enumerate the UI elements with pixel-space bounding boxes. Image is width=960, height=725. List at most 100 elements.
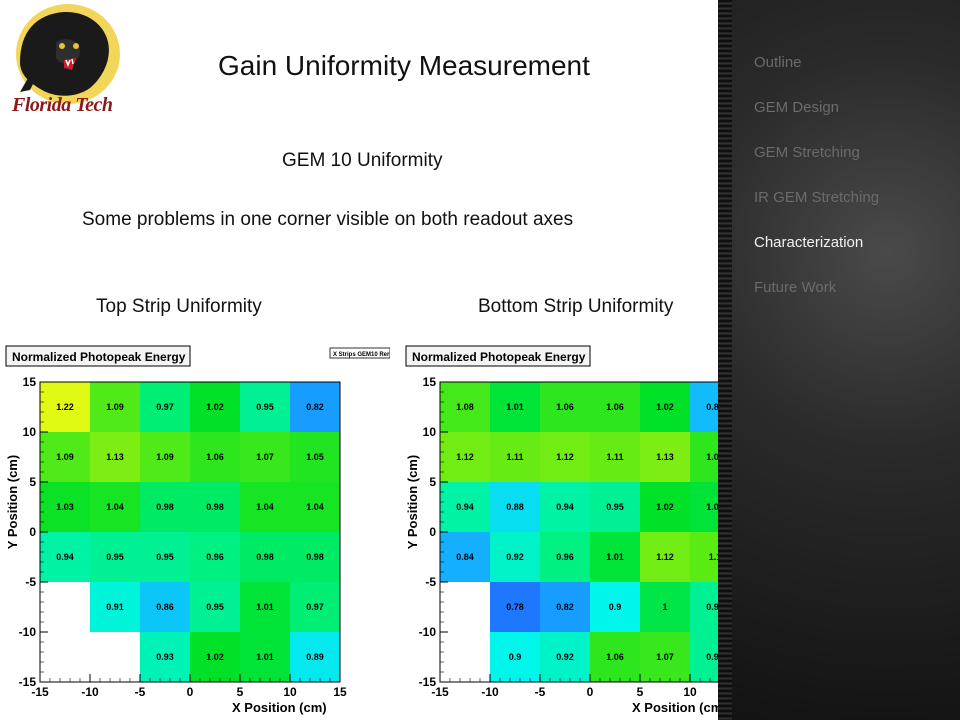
x-tick-label: -10 xyxy=(81,685,99,699)
y-tick-label: 10 xyxy=(423,425,437,439)
heatmap-cell xyxy=(590,532,640,582)
cell-value-label: 0.88 xyxy=(506,502,524,512)
x-tick-label: -5 xyxy=(135,685,146,699)
cell-value-label: 0.82 xyxy=(306,402,324,412)
y-tick-label: -15 xyxy=(19,675,37,689)
heatmap-cell xyxy=(490,382,540,432)
heatmap-cell xyxy=(640,382,690,432)
heatmap-cell xyxy=(90,432,140,482)
y-tick-label: -10 xyxy=(419,625,437,639)
heatmap-cell xyxy=(440,382,490,432)
y-tick-label: -5 xyxy=(425,575,436,589)
heatmap-cell xyxy=(190,482,240,532)
heatmap-cell xyxy=(140,632,190,682)
cell-value-label: 1.06 xyxy=(206,452,224,462)
cell-value-label: 0.98 xyxy=(306,552,324,562)
heatmap-cell xyxy=(640,482,690,532)
y-tick-label: 15 xyxy=(423,375,437,389)
top-strip-heatmap-svg: Normalized Photopeak Energy X Strips GEM1… xyxy=(0,340,397,720)
top-strip-heatmap: Normalized Photopeak Energy X Strips GEM1… xyxy=(0,340,397,725)
heatmap-cell xyxy=(90,532,140,582)
heatmap-cell xyxy=(540,382,590,432)
y-tick-label: -10 xyxy=(19,625,37,639)
heatmap-cell xyxy=(290,482,340,532)
cell-value-label: 0.95 xyxy=(206,602,224,612)
cell-value-label: 0.9 xyxy=(509,652,522,662)
cell-value-label: 0.95 xyxy=(606,502,624,512)
x-tick-label: -15 xyxy=(431,685,449,699)
heatmap-cell xyxy=(440,482,490,532)
heatmap-cell xyxy=(90,582,140,632)
cell-value-label: 1.05 xyxy=(306,452,324,462)
cell-value-label: 0.94 xyxy=(456,502,474,512)
cell-value-label: 1.06 xyxy=(606,652,624,662)
y-axis-label: Y Position (cm) xyxy=(5,455,20,549)
heatmap-cell xyxy=(440,532,490,582)
heatmap-cell xyxy=(490,632,540,682)
x-tick-label: 0 xyxy=(587,685,594,699)
cell-value-label: 1.11 xyxy=(606,452,623,462)
nav-item-future-work[interactable]: Future Work xyxy=(754,279,837,296)
heatmap-cell xyxy=(240,382,290,432)
cell-value-label: 1.02 xyxy=(656,502,674,512)
heatmap-cell xyxy=(140,582,190,632)
cell-value-label: 1.11 xyxy=(506,452,523,462)
cell-value-label: 0.86 xyxy=(156,602,174,612)
cell-value-label: 1.07 xyxy=(656,652,674,662)
cell-value-label: 0.92 xyxy=(556,652,574,662)
heatmap-cell xyxy=(90,382,140,432)
x-tick-label: 10 xyxy=(683,685,697,699)
heatmap-cell xyxy=(290,632,340,682)
nav-item-gem-design[interactable]: GEM Design xyxy=(754,99,840,116)
bottom-strip-label: Bottom Strip Uniformity xyxy=(478,296,674,317)
cell-value-label: 0.94 xyxy=(556,502,574,512)
heatmap-cell xyxy=(640,432,690,482)
x-tick-label: 0 xyxy=(187,685,194,699)
slide-subtitle: GEM 10 Uniformity xyxy=(282,150,443,171)
cell-value-label: 0.85 xyxy=(706,402,724,412)
x-tick-label: 5 xyxy=(637,685,644,699)
heatmap-cell xyxy=(640,582,690,632)
cell-value-label: 0.93 xyxy=(156,652,174,662)
chart-title: Normalized Photopeak Energy xyxy=(12,350,186,364)
y-tick-label: 5 xyxy=(29,475,36,489)
cell-value-label: 1.01 xyxy=(706,502,724,512)
cell-value-label: 0.96 xyxy=(556,552,574,562)
cell-value-label: 0.82 xyxy=(556,602,574,612)
nav-item-gem-stretching[interactable]: GEM Stretching xyxy=(754,144,860,161)
x-axis-label: X Position (cm) xyxy=(232,700,327,715)
cell-value-label: 0.97 xyxy=(156,402,174,412)
heatmap-cell xyxy=(40,432,90,482)
heatmap-cell xyxy=(490,532,540,582)
cell-value-label: 0.89 xyxy=(306,652,324,662)
cell-value-label: 1.1 xyxy=(709,552,722,562)
cell-value-label: 0.95 xyxy=(106,552,124,562)
y-tick-label: 5 xyxy=(429,475,436,489)
nav-item-ir-gem-stretching[interactable]: IR GEM Stretching xyxy=(754,189,880,206)
x-tick-label: 10 xyxy=(283,685,297,699)
heatmap-cell xyxy=(540,532,590,582)
cell-value-label: 0.98 xyxy=(256,552,274,562)
y-tick-label: 0 xyxy=(29,525,36,539)
heatmap-cell xyxy=(190,382,240,432)
cell-value-label: 0.94 xyxy=(56,552,74,562)
cell-value-label: 1.02 xyxy=(656,402,674,412)
legend-text: X Strips GEM10 Rerun xyxy=(333,352,390,358)
logo-text: Florida Tech xyxy=(12,94,113,116)
heatmap-cell xyxy=(640,632,690,682)
cell-value-label: 0.98 xyxy=(206,502,224,512)
heatmap-cell xyxy=(540,582,590,632)
x-tick-label: -15 xyxy=(31,685,49,699)
panel-edge xyxy=(718,0,732,720)
heatmap-cell xyxy=(490,482,540,532)
nav-item-outline[interactable]: Outline xyxy=(754,54,802,71)
x-tick-label: -10 xyxy=(481,685,499,699)
nav-item-characterization[interactable]: Characterization xyxy=(754,234,864,251)
cell-value-label: 0.84 xyxy=(456,552,474,562)
cell-value-label: 1.02 xyxy=(206,402,224,412)
y-tick-label: 0 xyxy=(429,525,436,539)
cell-value-label: 1.08 xyxy=(456,402,474,412)
heatmap-cell xyxy=(190,432,240,482)
heatmap-cell xyxy=(140,482,190,532)
cell-value-label: 1 xyxy=(662,602,667,612)
